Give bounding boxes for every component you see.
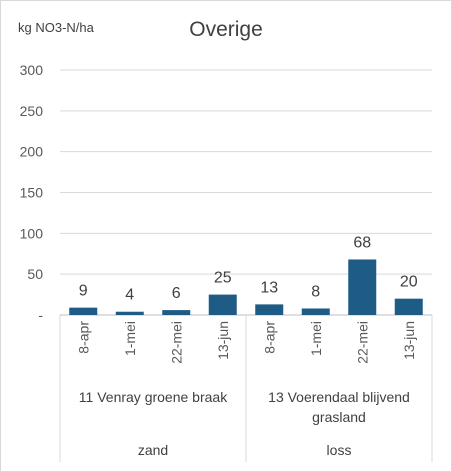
group-label: 11 Venray groene braak — [79, 389, 228, 405]
x-tick-label: 8-apr — [75, 321, 91, 354]
bar — [394, 298, 423, 315]
soil-label: loss — [327, 442, 352, 458]
bar — [115, 311, 144, 315]
bar — [69, 307, 98, 315]
x-tick-label: 22-mei — [354, 321, 370, 364]
data-label: 9 — [79, 283, 88, 300]
data-label: 68 — [353, 234, 371, 251]
data-label: 20 — [400, 274, 418, 291]
y-tick-label: 100 — [20, 225, 44, 241]
bar — [162, 310, 191, 315]
x-tick-label: 8-apr — [261, 321, 277, 354]
x-tick-label: 1-mei — [308, 321, 324, 356]
bar — [348, 259, 377, 315]
x-tick-label: 1-mei — [122, 321, 138, 356]
y-tick-label: 300 — [20, 62, 44, 78]
y-tick-label: 150 — [20, 185, 44, 201]
chart-title: Overige — [189, 18, 263, 41]
bar — [301, 308, 330, 315]
soil-label: zand — [138, 442, 168, 458]
data-label: 25 — [214, 270, 232, 287]
x-tick-label: 13-jun — [401, 321, 417, 360]
x-tick-label: 22-mei — [168, 321, 184, 364]
y-tick-label: - — [38, 307, 43, 323]
data-label: 6 — [172, 285, 181, 302]
y-tick-label: 200 — [20, 144, 44, 160]
y-tick-label: 50 — [27, 266, 43, 282]
x-tick-label: 13-jun — [215, 321, 231, 360]
bar — [208, 294, 237, 315]
data-label: 13 — [260, 279, 278, 296]
data-label: 8 — [311, 283, 320, 300]
data-label: 4 — [125, 287, 134, 304]
y-axis-label: kg NO3-N/ha — [18, 20, 94, 35]
bar — [255, 304, 284, 315]
group-label: 13 Voerendaal blijvend grasland — [268, 389, 410, 425]
y-tick-label: 250 — [20, 103, 44, 119]
